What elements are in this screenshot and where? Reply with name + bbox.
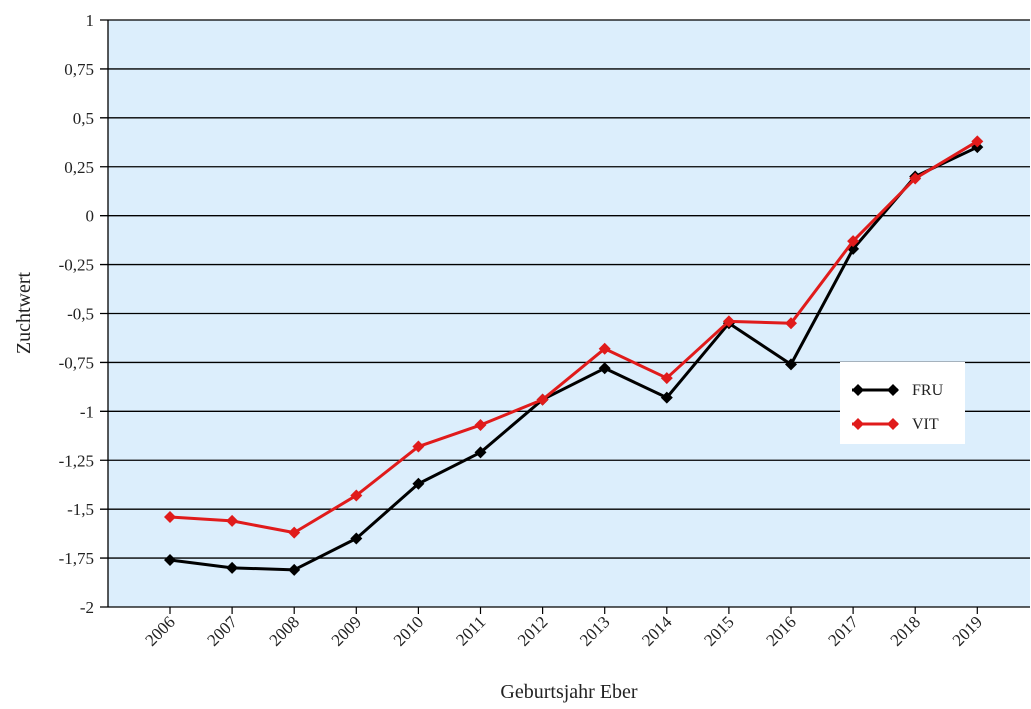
- y-tick-label: -1,75: [59, 549, 94, 568]
- x-tick-label: 2012: [514, 612, 551, 649]
- data-point-vit: [785, 317, 797, 330]
- x-tick-label: 2013: [576, 612, 613, 649]
- data-point-vit: [660, 372, 673, 385]
- y-tick-label: -2: [80, 598, 94, 617]
- series-line-fru: [169, 145, 978, 572]
- y-tick-labels: 1 0,75 0,5 0,25 0 -0,25 -0,5 -0,75 -1 -1,25 -1,5 -1…: [59, 11, 94, 617]
- data-point-fru: [164, 554, 176, 567]
- x-tick-label: 2018: [887, 612, 924, 649]
- data-point-fru: [785, 358, 797, 371]
- data-point-fru: [288, 563, 301, 576]
- legend: FRU VIT: [840, 362, 965, 444]
- series-group: [164, 135, 984, 576]
- data-point-vit: [288, 526, 301, 539]
- data-point-fru: [660, 391, 673, 404]
- y-axis-title: Zuchtwert: [13, 271, 35, 354]
- data-point-fru: [350, 532, 363, 545]
- x-tick-label: 2015: [700, 612, 737, 649]
- data-point-fru: [226, 561, 239, 574]
- y-tick-label: -1,25: [59, 451, 94, 470]
- x-tick-labels: 2006 2007 2008 2009 2010 2011 2012 2013 2014 2015…: [141, 607, 986, 650]
- x-tick-label: 2014: [638, 612, 676, 650]
- data-point-fru: [412, 477, 425, 490]
- data-point-vit: [971, 135, 984, 148]
- x-tick-label: 2011: [452, 612, 489, 649]
- x-tick-label: 2009: [328, 612, 365, 649]
- y-tick-label: 0,75: [64, 60, 94, 79]
- data-point-vit: [474, 419, 487, 432]
- x-axis-title: Geburtsjahr Eber: [500, 681, 638, 703]
- y-tick-label: 0,25: [64, 158, 94, 177]
- x-tick-label: 2007: [203, 612, 241, 650]
- x-tick-label: 2008: [266, 612, 303, 649]
- legend-box: [840, 362, 965, 444]
- x-tick-label: 2017: [824, 612, 862, 650]
- x-tick-label: 2006: [141, 612, 178, 649]
- x-tick-label: 2016: [762, 612, 799, 649]
- x-tick-label: 2019: [949, 612, 986, 649]
- series-line-vit: [169, 140, 979, 535]
- legend-marker-fru: [852, 384, 864, 396]
- data-point-fru: [474, 446, 487, 459]
- x-tick-label: 2010: [390, 612, 427, 649]
- legend-label-vit: VIT: [912, 416, 939, 433]
- data-point-vit: [164, 510, 176, 523]
- y-tick-label: -0,5: [67, 305, 94, 324]
- y-tick-label: 0: [86, 207, 95, 226]
- data-point-fru: [598, 362, 611, 375]
- data-point-vit: [412, 440, 425, 453]
- data-point-vit: [226, 514, 239, 527]
- legend-marker-vit: [852, 418, 864, 430]
- data-point-vit: [350, 489, 363, 502]
- data-point-vit: [536, 393, 549, 406]
- legend-marker-vit: [887, 418, 899, 430]
- y-tick-label: 1: [86, 11, 95, 30]
- data-point-vit: [847, 235, 860, 248]
- legend-label-fru: FRU: [912, 382, 944, 399]
- data-point-vit: [722, 315, 735, 328]
- y-tick-label: 0,5: [73, 109, 94, 128]
- y-tick-label: -0,75: [59, 353, 94, 372]
- y-tick-label: -1,5: [67, 500, 94, 519]
- grid-lines: [100, 19, 1030, 608]
- y-tick-label: -0,25: [59, 256, 94, 275]
- data-point-vit: [598, 342, 611, 355]
- legend-marker-fru: [887, 384, 899, 396]
- data-point-vit: [909, 172, 922, 185]
- y-tick-label: -1: [80, 402, 94, 421]
